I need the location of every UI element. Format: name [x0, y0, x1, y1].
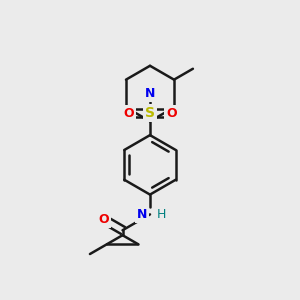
Text: O: O	[123, 107, 134, 120]
Text: S: S	[145, 106, 155, 120]
Text: H: H	[157, 208, 166, 221]
Text: O: O	[167, 107, 177, 120]
Text: N: N	[137, 208, 147, 221]
Text: O: O	[98, 213, 109, 226]
Text: N: N	[145, 87, 155, 100]
